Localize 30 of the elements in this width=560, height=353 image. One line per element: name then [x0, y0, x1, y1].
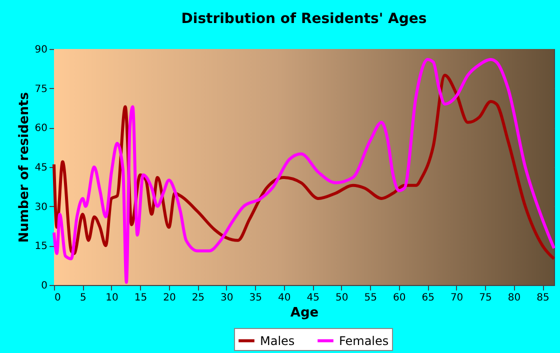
x-tick-label: 60	[392, 292, 406, 304]
x-tick-label: 80	[508, 292, 521, 304]
x-tick-label: 15	[134, 292, 148, 304]
y-tick-label: 0	[41, 280, 48, 292]
y-tick-label: 60	[34, 123, 48, 134]
x-tick-label: 20	[163, 292, 176, 304]
x-tick-label: 0	[54, 292, 61, 304]
y-axis-title: Number of residents	[16, 92, 32, 243]
x-tick-label: 30	[220, 292, 234, 304]
x-tick-label: 70	[450, 292, 464, 304]
y-tick-label: 75	[34, 84, 48, 95]
x-tick-label: 40	[278, 292, 291, 304]
legend-label: Males	[260, 334, 295, 348]
x-tick-label: 35	[249, 292, 262, 304]
legend-label: Females	[339, 334, 389, 348]
x-axis-title: Age	[290, 306, 319, 320]
x-tick-label: 55	[364, 292, 377, 304]
x-tick-label: 65	[422, 292, 434, 304]
x-tick-label: 5	[80, 292, 86, 304]
x-tick-label: 25	[192, 292, 205, 304]
x-tick-label: 50	[335, 292, 348, 304]
y-tick-label: 30	[34, 202, 48, 213]
chart-title: Distribution of Residents' Ages	[181, 11, 427, 27]
x-tick-label: 75	[479, 292, 492, 304]
x-tick-label: 10	[106, 292, 118, 304]
x-tick-label: 45	[306, 292, 320, 304]
y-tick-label: 15	[34, 241, 48, 252]
y-tick-label: 90	[34, 44, 48, 56]
x-tick-label: 85	[536, 292, 550, 304]
y-tick-label: 45	[34, 162, 48, 174]
